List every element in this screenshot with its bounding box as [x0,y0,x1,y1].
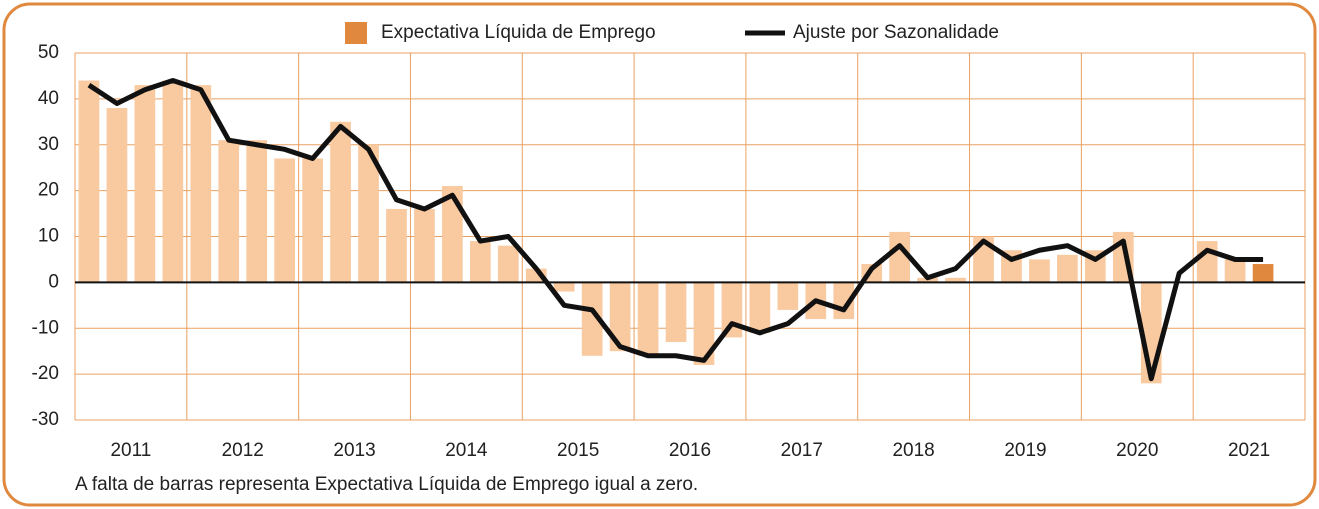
bar [358,144,379,283]
bar [106,108,128,283]
bar [749,282,771,333]
bar [134,85,156,283]
y-tick-label: 10 [38,226,59,247]
bar [162,80,184,283]
bar [1029,259,1050,283]
bar [1057,254,1078,283]
bar [637,282,659,356]
legend-label: Ajuste por Sazonalidade [793,22,999,43]
y-tick-label: -10 [32,317,59,338]
bar [414,208,435,283]
bar [665,282,687,343]
bar [246,140,268,283]
bar [302,158,323,283]
x-tick-label: 2021 [1228,440,1270,461]
bar [581,282,603,356]
x-tick-label: 2017 [781,440,823,461]
y-tick-label: 30 [38,134,59,155]
bar [889,231,911,283]
bar [945,277,966,283]
y-tick-label: -30 [32,409,59,430]
legend-swatch [345,22,367,44]
x-tick-label: 2019 [1004,440,1046,461]
bar [1196,241,1218,283]
bar [386,208,407,283]
bar [442,186,463,283]
x-tick-label: 2020 [1116,440,1158,461]
bar [553,282,575,292]
bar [190,85,212,283]
y-tick-label: -20 [32,363,59,384]
bar [1252,264,1274,283]
legend-label: Expectativa Líquida de Emprego [381,22,656,43]
x-tick-label: 2015 [557,440,599,461]
x-tick-label: 2011 [110,440,151,461]
line [87,78,1264,382]
bar [609,282,631,352]
bar [1224,259,1246,283]
x-tick-label: 2013 [333,440,375,461]
x-tick-label: 2018 [892,440,934,461]
x-tick-label: 2016 [669,440,711,461]
bar [330,121,351,283]
x-tick-label: 2012 [222,440,264,461]
footnote: A falta de barras representa Expectativa… [75,474,698,495]
y-tick-label: 50 [38,42,59,63]
y-tick-label: 20 [38,180,59,201]
x-tick-label: 2014 [445,440,488,461]
bar [274,158,296,283]
y-tick-label: 0 [48,271,59,292]
bar [218,140,240,283]
bar [469,241,491,283]
bar [693,282,715,365]
bar [497,245,519,283]
bar [78,80,100,283]
y-tick-label: 40 [38,88,59,109]
bar [777,282,799,310]
